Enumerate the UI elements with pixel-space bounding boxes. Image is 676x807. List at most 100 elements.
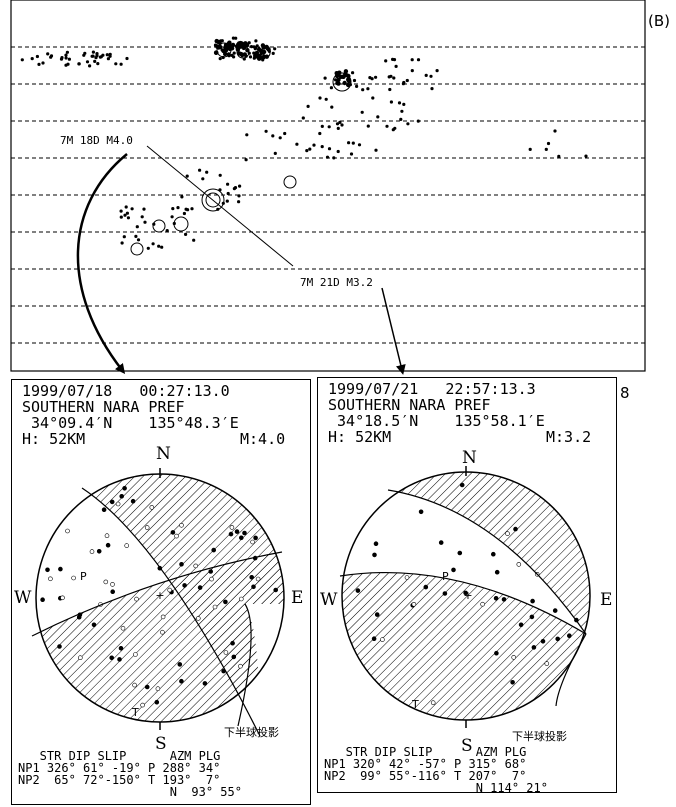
epicenter-timeline-plot: (B) 7M 18D M4.0 7M 21D M3.2 [10, 0, 670, 375]
event-dot [544, 147, 548, 151]
event-depth: H: 52KM [328, 428, 392, 446]
event-dot [384, 59, 388, 63]
dilatation-point [144, 525, 150, 530]
event-dot [160, 245, 164, 249]
event-dot [157, 244, 161, 248]
event-dot [101, 53, 105, 57]
event-dot [402, 102, 406, 106]
event-dot [214, 38, 219, 44]
panel-label: (B) [648, 12, 670, 30]
event-dot [338, 120, 342, 124]
event-circle [152, 219, 166, 233]
west-label: W [14, 588, 32, 608]
event-dot [37, 62, 41, 66]
compression-point [273, 587, 279, 593]
event-dot [151, 242, 155, 246]
projection-label: 下半球投影 [224, 726, 279, 739]
event-dot [308, 147, 312, 151]
dilatation-point [160, 614, 166, 620]
event-dot [324, 97, 328, 101]
east-label: E [291, 588, 304, 608]
event-dot [235, 45, 240, 50]
event-dot [306, 104, 310, 108]
event-dot [46, 52, 50, 56]
nodal-plane-1 [387, 489, 587, 635]
compression-point [96, 549, 102, 554]
event-dot [325, 155, 330, 159]
center-cross: + [155, 589, 164, 602]
compression-point [223, 599, 228, 605]
compression-quadrant-sw [36, 552, 284, 722]
compression-point [197, 585, 203, 590]
event-dot [232, 51, 236, 55]
compression-point [45, 567, 50, 573]
event-dot [98, 55, 102, 59]
event-dot [376, 115, 380, 119]
event-dot [77, 62, 81, 66]
event-dot [318, 131, 322, 136]
event-dot [389, 74, 393, 78]
event-dot [346, 78, 352, 84]
event-dot [96, 62, 100, 66]
parameter-table-header: STR DIP SLIP AZM PLG [324, 745, 527, 759]
event-dot [261, 49, 267, 55]
p-axis-label: P [80, 570, 87, 583]
event-dot [237, 194, 241, 198]
event-dot [93, 59, 97, 64]
event-dot [389, 100, 393, 104]
event-dot [340, 123, 344, 127]
arrow-to-event-2 [381, 287, 406, 375]
t-axis-label: T [132, 706, 139, 719]
dilatation-point [404, 575, 410, 580]
north-label: N [462, 448, 477, 468]
compression-point [76, 614, 82, 620]
event-dot [114, 62, 118, 66]
event-region: SOUTHERN NARA PREF [22, 398, 185, 416]
event-dot [88, 64, 92, 68]
event-dot [253, 52, 258, 57]
dilatation-point [223, 650, 229, 655]
nodal-plane-2 [339, 571, 587, 635]
event-dot [546, 141, 551, 146]
compression-point [493, 596, 499, 601]
event-dot [374, 148, 378, 152]
south-label: S [461, 736, 473, 756]
compression-point [552, 608, 558, 613]
event-circle [201, 188, 225, 212]
compression-point [154, 699, 160, 705]
event-dot [399, 117, 403, 121]
compression-point [529, 614, 535, 620]
event-dot [106, 57, 110, 61]
event-dot [416, 119, 420, 123]
compression-point [442, 591, 448, 596]
compression-point [58, 566, 63, 572]
event-dot [205, 170, 209, 174]
compression-point [231, 654, 237, 660]
event-dot [295, 142, 299, 146]
event-dot [67, 57, 71, 61]
event-dot [125, 211, 129, 215]
event-dot [366, 87, 370, 91]
compression-point [374, 612, 380, 617]
nodal-plane-2 [31, 551, 283, 637]
event-dot [318, 96, 322, 100]
p-axis-label: P [442, 570, 449, 583]
compression-point [40, 597, 45, 602]
event-dot [349, 152, 354, 156]
event-datetime: 1999/07/21 22:57:13.3 [328, 380, 536, 398]
event-dot [64, 56, 68, 60]
focal-mechanism-panel-1: 1999/07/18 00:27:13.0 SOUTHERN NARA PREF… [11, 379, 311, 805]
event-dot [198, 168, 202, 172]
event-dot [336, 149, 340, 154]
compression-point [457, 550, 463, 556]
dilatation-point [120, 625, 126, 631]
event-circle [236, 45, 250, 59]
event-dot [366, 124, 370, 128]
parameter-row-np1: NP1 326° 61° -19° P 288° 34° [18, 761, 221, 775]
annotation-event-2: 7M 21D M3.2 [300, 276, 373, 289]
event-dot [402, 80, 406, 85]
compression-point [463, 590, 468, 596]
compression-point [518, 622, 524, 628]
event-dot [528, 147, 532, 151]
event-dot [239, 41, 244, 46]
